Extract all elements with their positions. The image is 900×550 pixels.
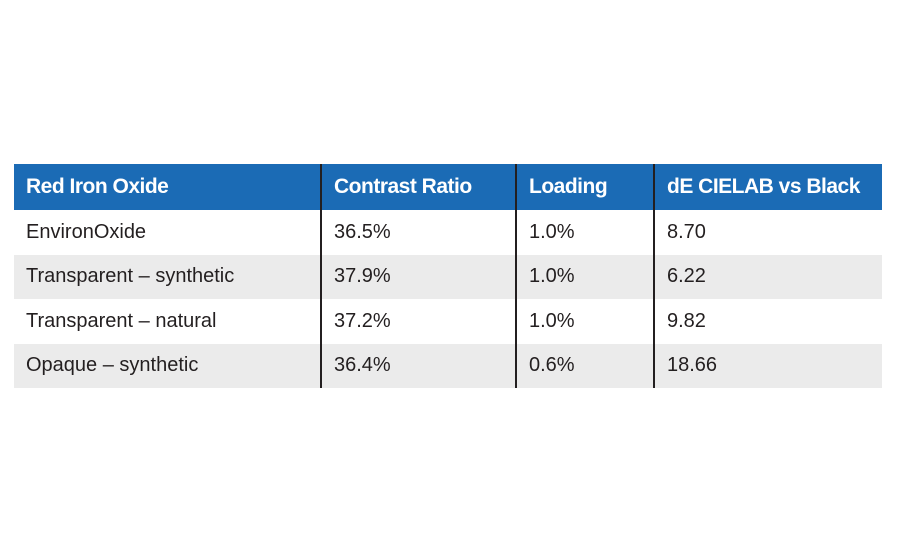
table-cell: Transparent – natural	[26, 309, 217, 332]
table-cell: EnvironOxide	[26, 220, 147, 243]
table-cell: 0.6%	[515, 343, 653, 388]
table-cell: Transparent – synthetic	[26, 265, 235, 288]
table-cell: 36.4%	[320, 343, 515, 388]
table-cell: 37.2%	[320, 299, 515, 344]
data-table: Red Iron Oxide Contrast Ratio Loading dE CI…	[14, 164, 882, 388]
table-cell: Contrast Ratio	[320, 164, 515, 210]
table-row: EnvironOxide 36.5% 1.0% 8.70	[14, 210, 882, 255]
table-row: Transparent – natural 37.2% 1.0% 9.82	[14, 299, 882, 344]
table-cell: Opaque – synthetic	[26, 354, 199, 377]
table-cell: 18.66	[653, 343, 882, 388]
header-row: Red Iron Oxide Contrast Ratio Loading dE CI…	[14, 164, 882, 210]
table-cell: Loading	[515, 164, 653, 210]
table-cell: Red Iron Oxide	[26, 175, 169, 198]
table-cell: 6.22	[653, 254, 882, 299]
table-cell: 37.9%	[320, 254, 515, 299]
table-cell: 1.0%	[515, 210, 653, 255]
table-cell: 8.70	[653, 210, 882, 255]
table-cell: 1.0%	[515, 254, 653, 299]
table-cell: dE CIELAB vs Black	[653, 164, 882, 210]
table-cell: 36.5%	[320, 210, 515, 255]
table-row: Transparent – synthetic 37.9% 1.0% 6.22	[14, 254, 882, 299]
table-row: Opaque – synthetic 36.4% 0.6% 18.66	[14, 343, 882, 388]
table-cell: 1.0%	[515, 299, 653, 344]
table-cell: 9.82	[653, 299, 882, 344]
